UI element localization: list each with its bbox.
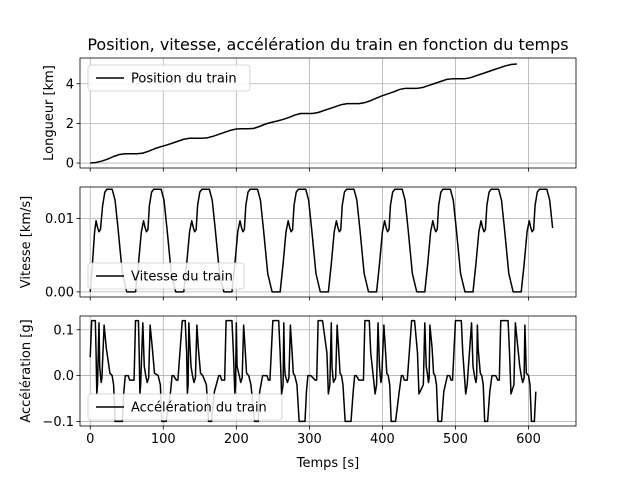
- x-tick-label: 200: [224, 432, 249, 447]
- y-axis-label: Vitesse [km/s]: [19, 196, 34, 288]
- y-tick-label: 0.00: [45, 285, 74, 300]
- y-tick-label: 0.1: [53, 323, 74, 338]
- subplot-1: 0 2 4 Longueur [km] Position du train: [42, 57, 577, 172]
- series-line: [90, 63, 517, 164]
- y-tick-label: 2: [66, 117, 74, 132]
- legend-label: Accélération du train: [131, 401, 267, 416]
- subplot-3: 0 100 200 300 400 500 600 −0.1 0.0 0.1 Accélératio…: [19, 315, 577, 447]
- y-tick-label: 4: [66, 77, 74, 92]
- legend-box: [87, 262, 245, 290]
- legend: Vitesse du train: [87, 262, 245, 290]
- axes-frame: [79, 57, 577, 169]
- x-tick-label: 0: [86, 432, 94, 447]
- axes-frame: [79, 186, 577, 298]
- x-axis-label: Temps [s]: [296, 456, 359, 471]
- legend-label: Vitesse du train: [131, 270, 233, 285]
- x-tick-label: 600: [516, 432, 541, 447]
- chart-title: Position, vitesse, accélération du train…: [87, 35, 568, 54]
- y-tick-label: 0.0: [53, 369, 74, 384]
- legend-box: [87, 393, 283, 421]
- subplot-2: 0.00 0.01 Vitesse [km/s] Vitesse du train: [19, 186, 577, 301]
- legend-label: Position du train: [131, 72, 237, 87]
- x-tick-label: 400: [370, 432, 395, 447]
- legend: Position du train: [87, 64, 251, 92]
- y-tick-label: 0: [66, 157, 74, 172]
- y-axis-label: Accélération [g]: [19, 319, 34, 422]
- x-tick-label: 500: [443, 432, 468, 447]
- legend-box: [87, 64, 251, 92]
- y-tick-label: −0.1: [42, 415, 74, 430]
- x-tick-label: 100: [151, 432, 176, 447]
- y-axis-label: Longueur [km]: [42, 65, 57, 161]
- axes-frame: [79, 315, 577, 427]
- series-line: [89, 188, 554, 293]
- x-tick-label: 300: [297, 432, 322, 447]
- legend: Accélération du train: [87, 393, 283, 421]
- series-line: [89, 319, 537, 423]
- y-tick-label: 0.01: [45, 212, 74, 227]
